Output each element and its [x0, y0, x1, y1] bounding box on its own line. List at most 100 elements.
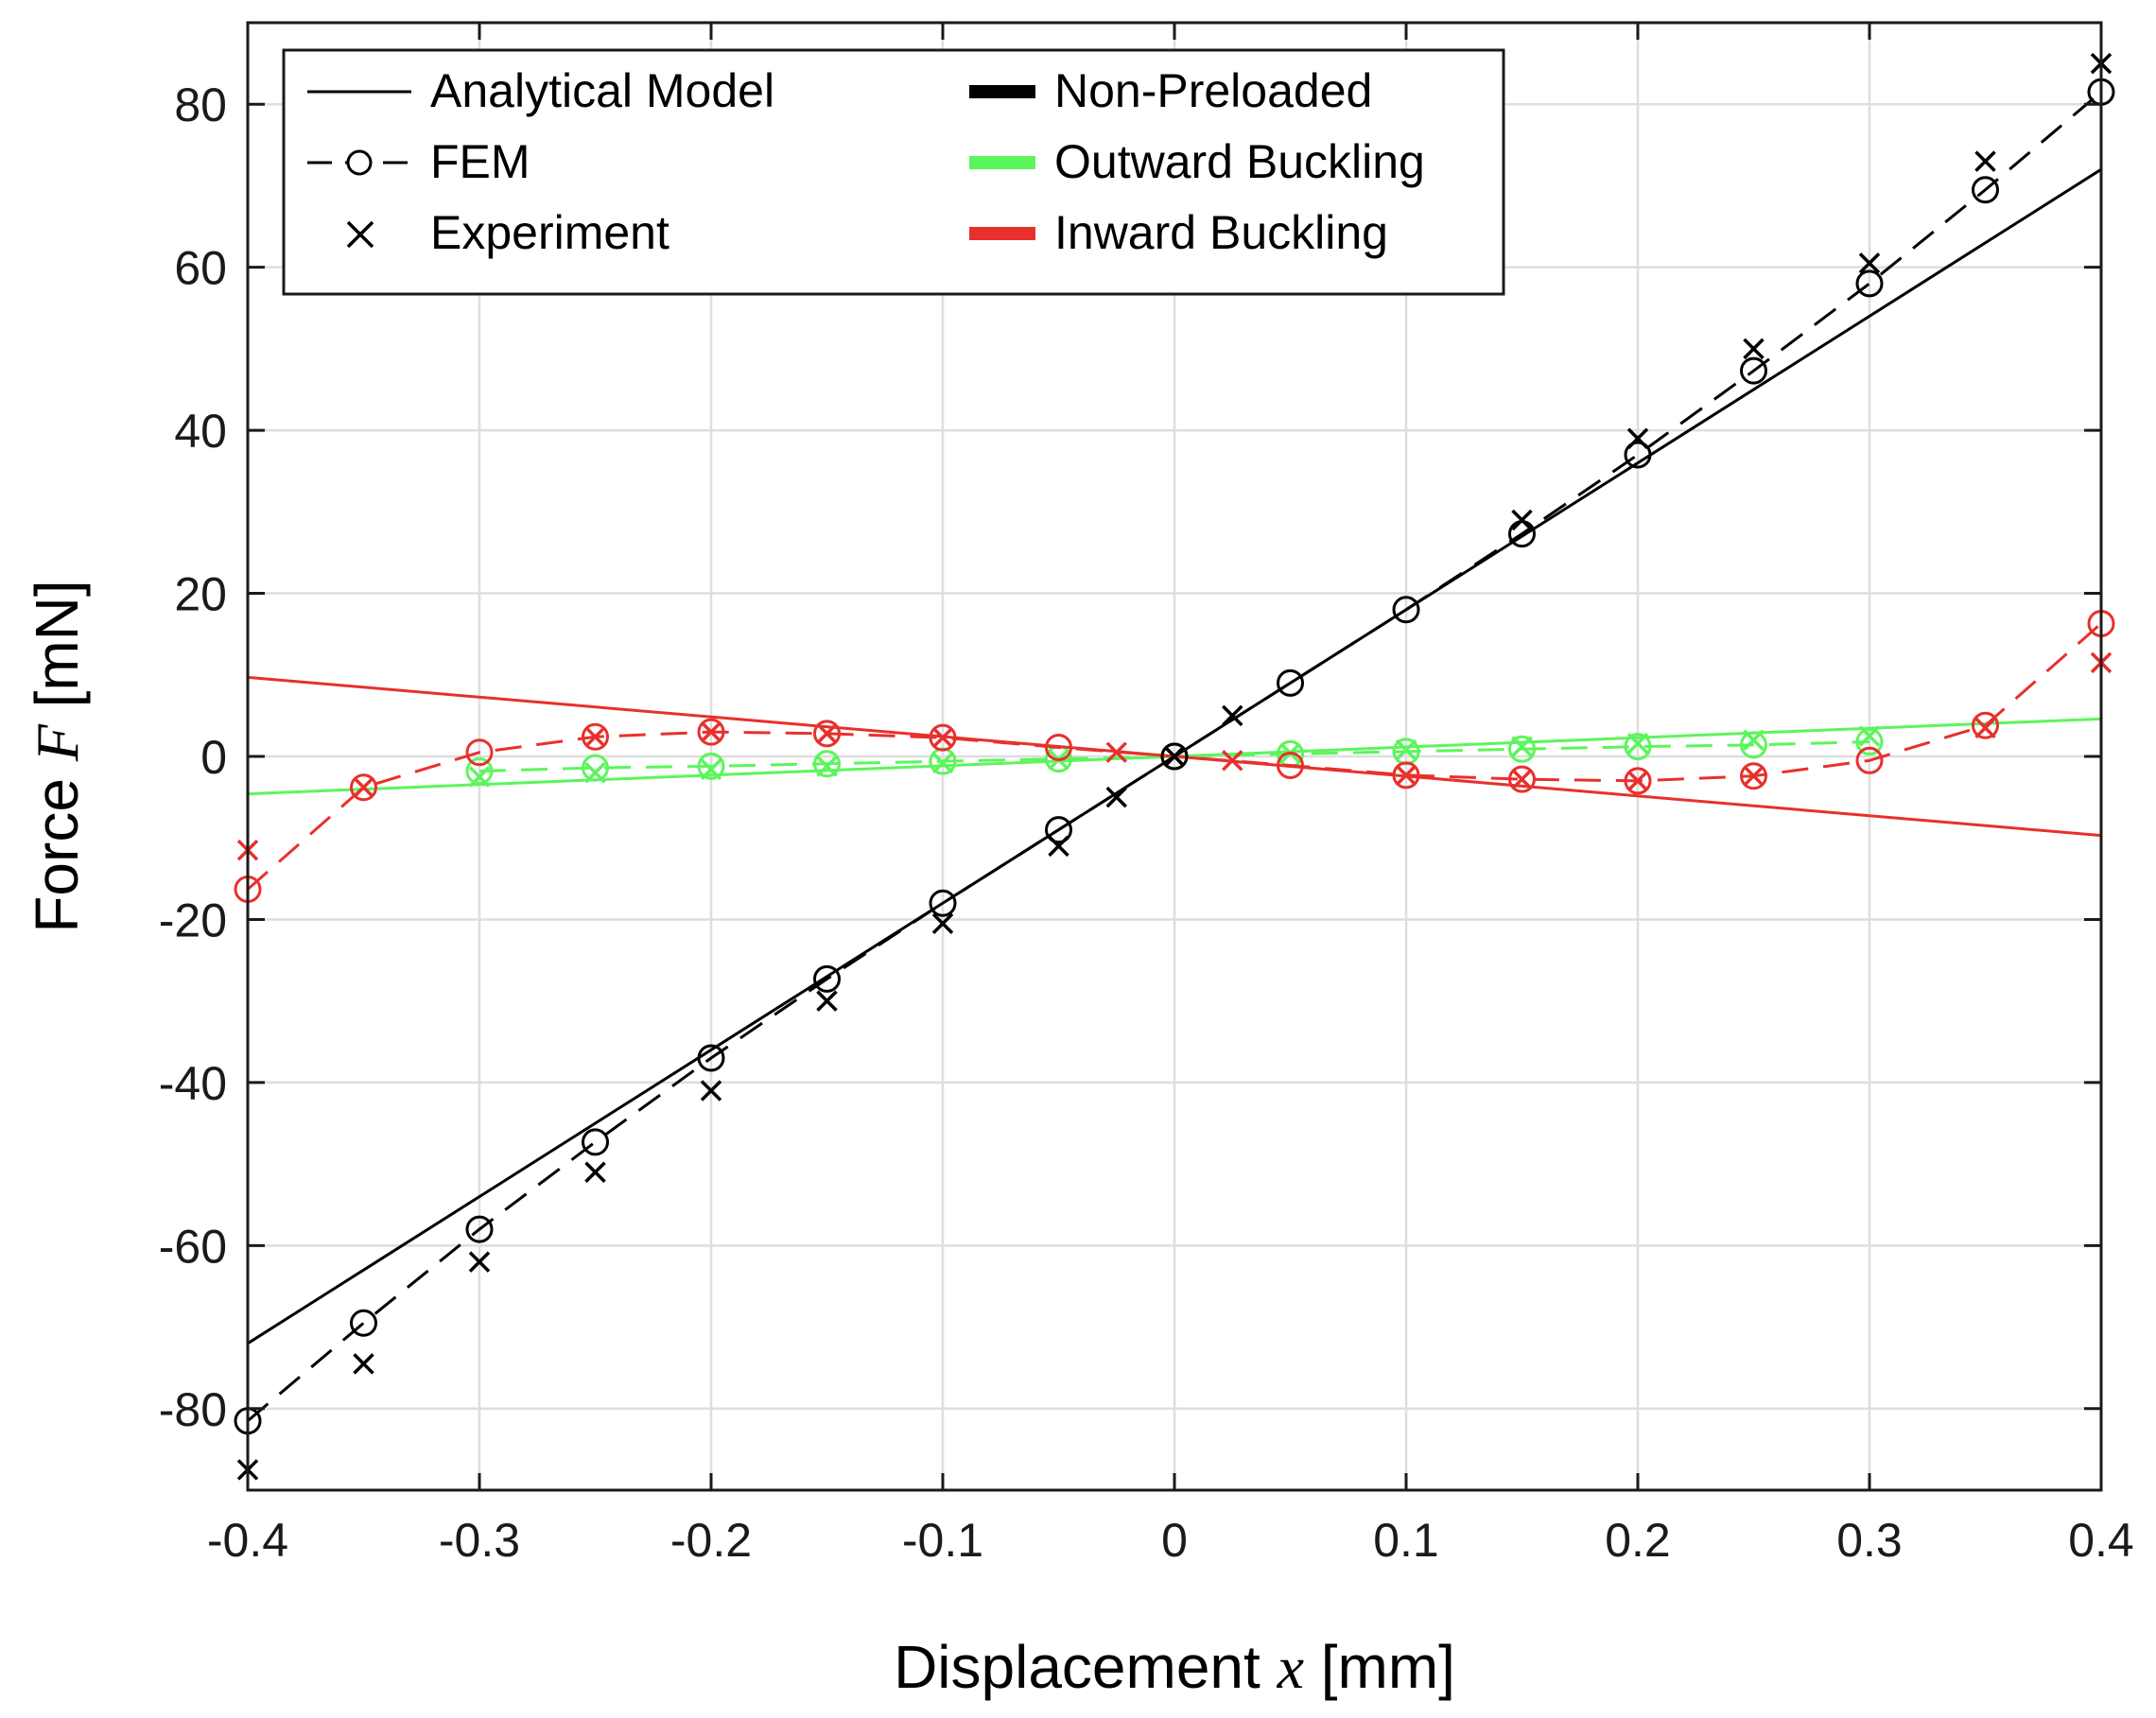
- non-preloaded-experiment-point: [1858, 252, 1881, 274]
- outward-buckling-fem-point: [697, 752, 725, 780]
- y-tick-label: -40: [159, 1057, 227, 1110]
- inward-buckling-experiment-point: [1511, 768, 1533, 790]
- inward-buckling-fem-point: [813, 720, 841, 748]
- outward-buckling-experiment-point: [1743, 729, 1765, 751]
- inward-buckling-fem-point: [582, 722, 609, 751]
- legend-fem-label: FEM: [430, 135, 530, 188]
- outward-buckling-fem-point: [465, 757, 494, 786]
- outward-buckling-fem-point: [1624, 733, 1652, 761]
- y-tick-label: 80: [174, 78, 227, 131]
- inward-buckling-fem-point: [350, 773, 377, 802]
- y-tick-label: 20: [174, 568, 227, 621]
- x-tick-label: 0: [1161, 1514, 1188, 1567]
- x-tick-label: -0.1: [902, 1514, 983, 1567]
- inward-buckling-fem-point: [697, 718, 725, 746]
- x-tick-label: -0.2: [670, 1514, 752, 1567]
- inward-buckling-fem-point: [465, 738, 494, 767]
- legend-fem-marker: [346, 149, 373, 176]
- x-tick-label: 0.2: [1605, 1514, 1671, 1567]
- outward-buckling-experiment-point: [1858, 725, 1881, 747]
- y-tick-label: -60: [159, 1220, 227, 1273]
- non-preloaded-experiment-point: [931, 912, 954, 934]
- axis-ticks: [246, 23, 2103, 1490]
- legend-box: [282, 48, 1505, 296]
- outward-buckling-experiment-point: [700, 758, 722, 781]
- outward-buckling-experiment-point: [1626, 732, 1649, 755]
- inward-buckling-experiment-point: [1743, 765, 1765, 787]
- non-preloaded-experiment-point: [1163, 745, 1186, 768]
- non-preloaded-experiment-point: [1105, 786, 1127, 808]
- legend: Analytical Model FEM Experiment Non-Prel…: [282, 48, 1505, 296]
- legend-fem-swatch: [307, 149, 411, 176]
- legend-inward-buckling-swatch: [969, 227, 1035, 240]
- y-axis-label: Force F [mN]: [23, 580, 91, 932]
- non-preloaded-fem-point: [813, 964, 841, 993]
- y-tick-label: -80: [159, 1383, 227, 1436]
- outward-buckling-fem-point: [1855, 727, 1884, 755]
- outward-buckling-experiment-point: [1511, 736, 1533, 757]
- inward-buckling-fem-point: [1277, 751, 1304, 779]
- non-preloaded-experiment-point: [468, 1251, 491, 1273]
- y-tick-label: 40: [174, 405, 227, 458]
- inward-buckling-experiment-point: [700, 720, 722, 743]
- x-tick-label: 0.3: [1836, 1514, 1903, 1567]
- non-preloaded-fem-point: [1277, 668, 1304, 697]
- legend-cross-b: [346, 220, 374, 249]
- legend-inward-buckling-label: Inward Buckling: [1054, 206, 1388, 259]
- legend-non-preloaded-swatch: [969, 85, 1035, 98]
- outward-buckling-fem-point: [813, 750, 841, 778]
- non-preloaded-experiment-point: [353, 1353, 374, 1375]
- legend-outward-buckling-swatch: [969, 156, 1035, 169]
- inward-buckling-experiment-point: [931, 726, 954, 749]
- outward-buckling-experiment-point: [1395, 738, 1417, 761]
- x-axis-label: Displacement x [mm]: [894, 1633, 1455, 1701]
- non-preloaded-experiment-point: [1974, 150, 1996, 172]
- non-preloaded-fem-point: [582, 1128, 609, 1156]
- inward-buckling-fem-point: [1740, 762, 1767, 790]
- inward-buckling-experiment-point: [584, 726, 606, 748]
- y-tick-label: -20: [159, 894, 227, 946]
- non-preloaded-fem-point: [1392, 596, 1420, 624]
- y-tick-label: 0: [200, 731, 227, 784]
- non-preloaded-experiment-point: [1222, 704, 1243, 727]
- non-preloaded-fem-point: [1045, 816, 1072, 844]
- outward-buckling-fem-line: [478, 739, 1870, 773]
- inward-buckling-experiment-point: [1395, 764, 1417, 787]
- non-preloaded-experiment-point: [816, 990, 838, 1012]
- non-preloaded-experiment-point: [1626, 427, 1649, 449]
- non-preloaded-experiment-point: [584, 1161, 606, 1183]
- non-preloaded-experiment-point: [1048, 835, 1069, 858]
- inward-buckling-fem-point: [1972, 711, 1999, 739]
- inward-buckling-experiment-point: [1105, 741, 1127, 763]
- non-preloaded-fem-point: [1972, 176, 1999, 204]
- x-tick-label: -0.4: [207, 1514, 288, 1567]
- inward-buckling-fem-point: [1508, 765, 1536, 793]
- inward-buckling-fem-point: [1045, 734, 1072, 762]
- outward-buckling-fem-point: [582, 754, 609, 782]
- non-preloaded-fem-point: [1740, 356, 1767, 385]
- legend-outward-buckling-label: Outward Buckling: [1054, 135, 1425, 188]
- legend-analytical-label: Analytical Model: [430, 64, 774, 117]
- non-preloaded-fem-point: [465, 1215, 494, 1243]
- non-preloaded-experiment-point: [1743, 338, 1765, 360]
- outward-buckling-fem-point: [1508, 735, 1536, 763]
- outward-buckling-fem-point: [1740, 731, 1767, 759]
- y-tick-labels: -80 -60 -40 -20 0 20 40 60 80: [159, 78, 227, 1436]
- non-preloaded-fem-point: [697, 1044, 725, 1072]
- inward-buckling-experiment-point: [816, 722, 838, 745]
- x-tick-label: 0.1: [1373, 1514, 1439, 1567]
- inward-buckling-experiment-point: [1222, 750, 1243, 772]
- legend-experiment-swatch: [346, 220, 374, 249]
- non-preloaded-fem-point: [1160, 742, 1189, 771]
- legend-non-preloaded-label: Non-Preloaded: [1054, 64, 1372, 117]
- y-tick-label: 60: [174, 242, 227, 295]
- non-preloaded-fem-point: [350, 1309, 377, 1337]
- legend-experiment-label: Experiment: [430, 206, 669, 259]
- inward-buckling-experiment-point: [1974, 717, 1996, 739]
- inward-buckling-experiment-point: [353, 776, 374, 799]
- outward-buckling-experiment-point: [468, 766, 491, 788]
- inward-buckling-fem-point: [1624, 767, 1652, 795]
- outward-buckling-experiment-point: [931, 752, 954, 774]
- x-tick-labels: -0.4 -0.3 -0.2 -0.1 0 0.1 0.2 0.3 0.4: [207, 1514, 2134, 1567]
